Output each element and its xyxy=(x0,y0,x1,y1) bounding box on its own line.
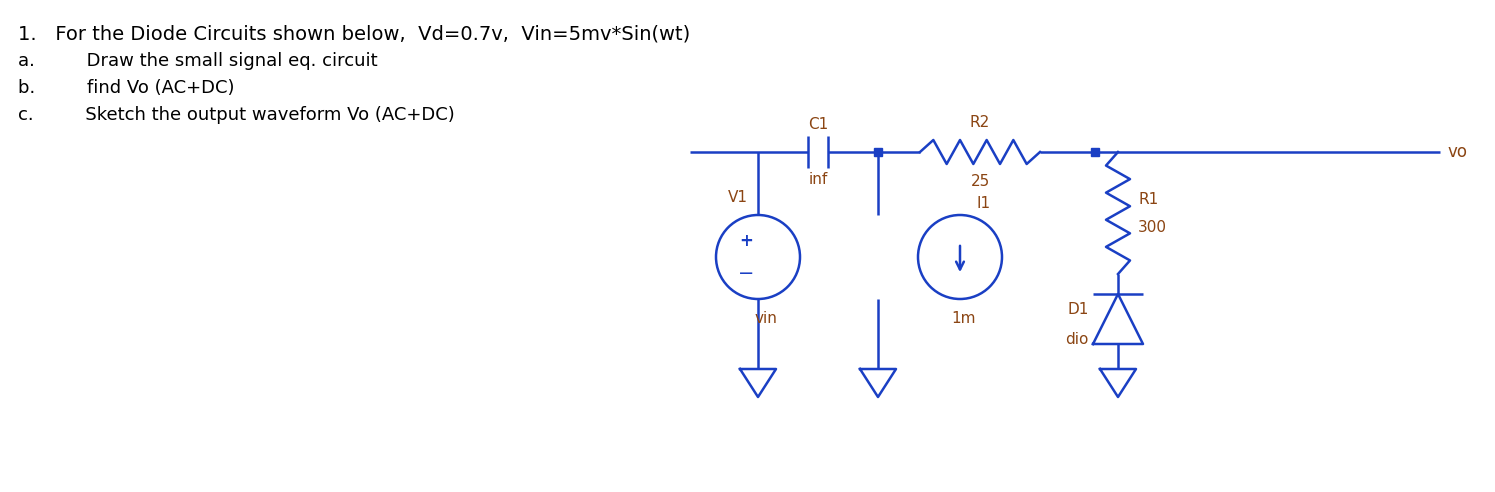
Text: b.         find Vo (AC+DC): b. find Vo (AC+DC) xyxy=(18,79,235,97)
Text: +: + xyxy=(739,232,753,250)
Text: a.         Draw the small signal eq. circuit: a. Draw the small signal eq. circuit xyxy=(18,52,378,70)
Text: 1.   For the Diode Circuits shown below,  Vd=0.7v,  Vin=5mv*Sin(wt): 1. For the Diode Circuits shown below, V… xyxy=(18,24,691,43)
Text: inf: inf xyxy=(809,172,828,187)
Text: 300: 300 xyxy=(1138,219,1168,235)
Text: R2: R2 xyxy=(970,115,990,130)
Text: vin: vin xyxy=(755,311,777,326)
Text: 1m: 1m xyxy=(952,311,976,326)
Text: vo: vo xyxy=(1449,143,1468,161)
Text: V1: V1 xyxy=(728,190,748,205)
Text: c.         Sketch the output waveform Vo (AC+DC): c. Sketch the output waveform Vo (AC+DC) xyxy=(18,106,454,124)
Text: I1: I1 xyxy=(976,196,990,211)
Text: D1: D1 xyxy=(1067,302,1088,316)
Text: −: − xyxy=(739,264,753,282)
Text: 25: 25 xyxy=(970,174,990,189)
Text: R1: R1 xyxy=(1138,191,1159,207)
Text: C1: C1 xyxy=(807,117,828,132)
Text: dio: dio xyxy=(1066,332,1088,346)
